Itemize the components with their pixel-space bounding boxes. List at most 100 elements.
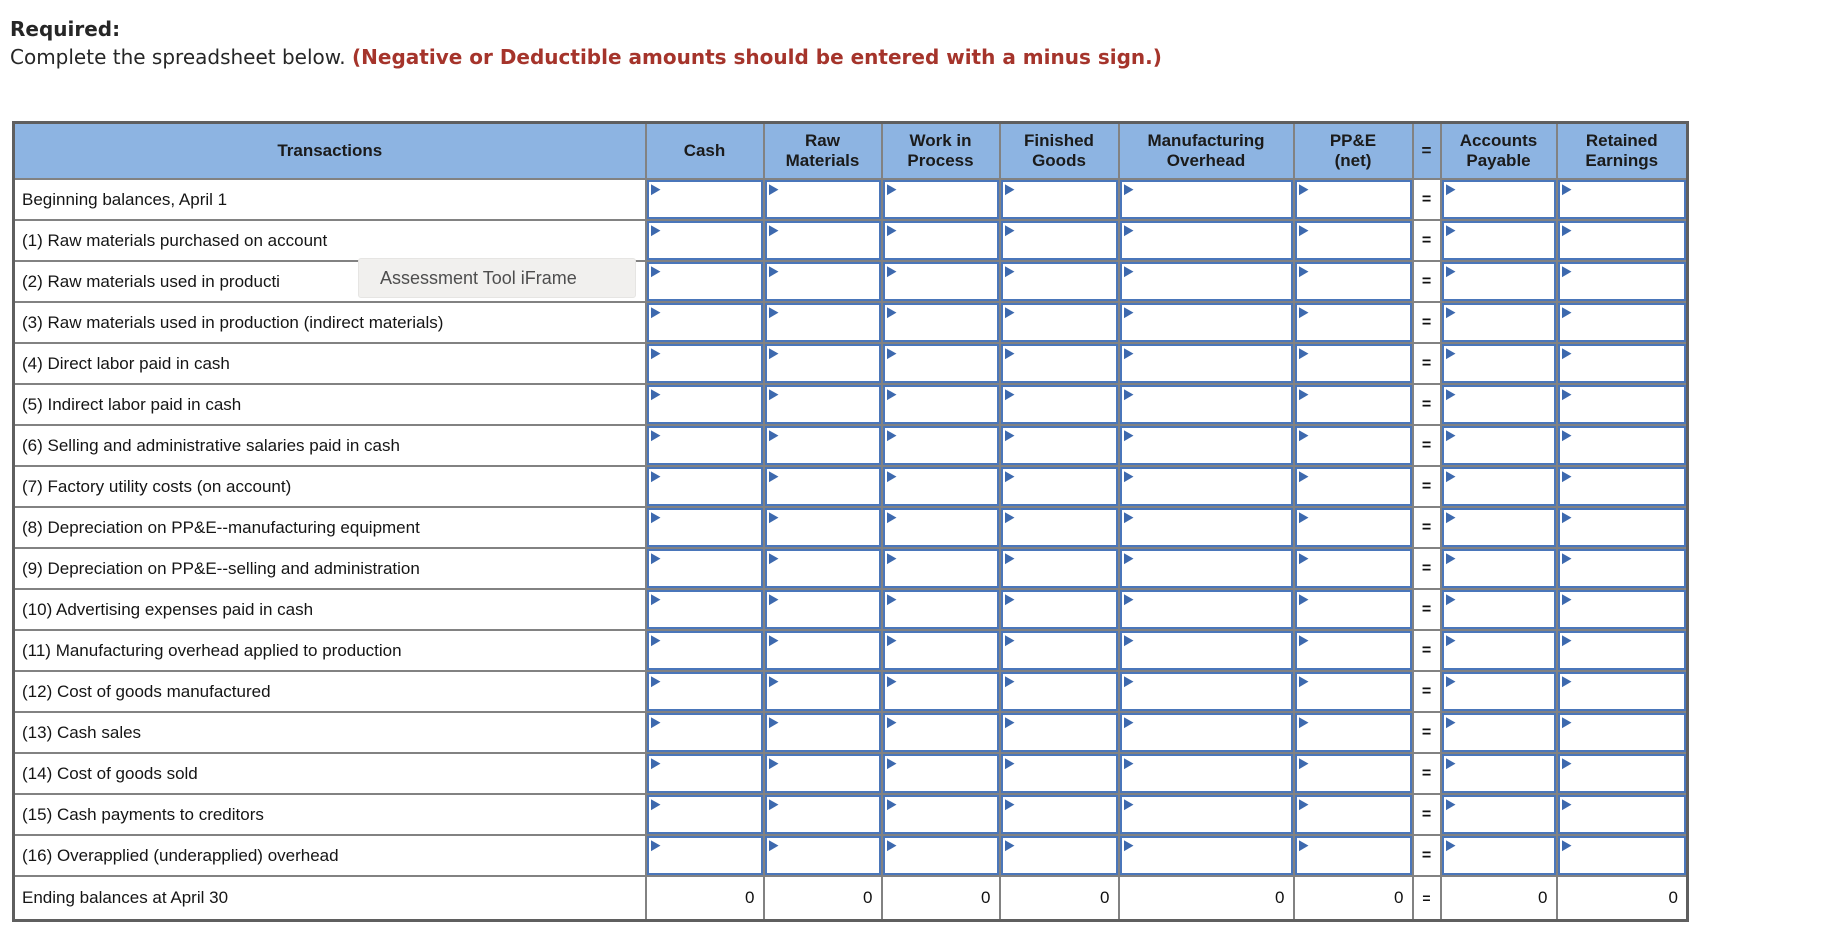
input-cell-finished-goods[interactable] (998, 670, 1120, 713)
cell-input-field[interactable] (764, 836, 881, 875)
input-cell-accounts-payable[interactable] (1439, 178, 1558, 221)
input-cell-cash[interactable] (644, 834, 765, 877)
input-cell-raw-materials[interactable] (762, 506, 883, 549)
cell-input-field[interactable] (882, 508, 999, 547)
cell-input-field[interactable] (646, 590, 763, 629)
cell-input-field[interactable] (764, 221, 881, 260)
cell-input-field[interactable] (764, 795, 881, 834)
cell-input-field[interactable] (882, 672, 999, 711)
cell-input-field[interactable] (1000, 590, 1118, 629)
cell-input-field[interactable] (764, 385, 881, 424)
input-cell-manufacturing-overhead[interactable] (1117, 834, 1295, 877)
input-cell-raw-materials[interactable] (762, 629, 883, 672)
input-cell-work-in-process[interactable] (880, 342, 1001, 385)
cell-input-field[interactable] (882, 754, 999, 793)
cell-input-field[interactable] (764, 180, 881, 219)
input-cell-finished-goods[interactable] (998, 465, 1120, 508)
cell-input-field[interactable] (882, 549, 999, 588)
input-cell-accounts-payable[interactable] (1439, 834, 1558, 877)
input-cell-retained-earnings[interactable] (1555, 219, 1689, 262)
input-cell-work-in-process[interactable] (880, 301, 1001, 344)
cell-input-field[interactable] (764, 590, 881, 629)
cell-input-field[interactable] (882, 180, 999, 219)
input-cell-retained-earnings[interactable] (1555, 424, 1689, 467)
input-cell-manufacturing-overhead[interactable] (1117, 629, 1295, 672)
cell-input-field[interactable] (1557, 672, 1686, 711)
cell-input-field[interactable] (1294, 303, 1412, 342)
input-cell-raw-materials[interactable] (762, 588, 883, 631)
input-cell-ppe-net[interactable] (1292, 547, 1414, 590)
cell-input-field[interactable] (1119, 795, 1293, 834)
cell-input-field[interactable] (882, 795, 999, 834)
cell-input-field[interactable] (764, 426, 881, 465)
input-cell-accounts-payable[interactable] (1439, 342, 1558, 385)
cell-input-field[interactable] (1000, 549, 1118, 588)
cell-input-field[interactable] (1557, 385, 1686, 424)
cell-input-field[interactable] (1119, 631, 1293, 670)
input-cell-work-in-process[interactable] (880, 629, 1001, 672)
input-cell-raw-materials[interactable] (762, 424, 883, 467)
input-cell-finished-goods[interactable] (998, 383, 1120, 426)
cell-input-field[interactable] (1000, 262, 1118, 301)
input-cell-retained-earnings[interactable] (1555, 178, 1689, 221)
cell-input-field[interactable] (1119, 344, 1293, 383)
cell-input-field[interactable] (1441, 303, 1556, 342)
input-cell-finished-goods[interactable] (998, 506, 1120, 549)
input-cell-finished-goods[interactable] (998, 301, 1120, 344)
cell-input-field[interactable] (1119, 508, 1293, 547)
cell-input-field[interactable] (1557, 303, 1686, 342)
cell-input-field[interactable] (1557, 590, 1686, 629)
input-cell-retained-earnings[interactable] (1555, 465, 1689, 508)
input-cell-ppe-net[interactable] (1292, 711, 1414, 754)
input-cell-retained-earnings[interactable] (1555, 260, 1689, 303)
input-cell-cash[interactable] (644, 629, 765, 672)
cell-input-field[interactable] (646, 180, 763, 219)
cell-input-field[interactable] (1557, 795, 1686, 834)
cell-input-field[interactable] (1119, 754, 1293, 793)
input-cell-cash[interactable] (644, 711, 765, 754)
cell-input-field[interactable] (1294, 221, 1412, 260)
input-cell-ppe-net[interactable] (1292, 793, 1414, 836)
input-cell-work-in-process[interactable] (880, 670, 1001, 713)
input-cell-cash[interactable] (644, 465, 765, 508)
input-cell-manufacturing-overhead[interactable] (1117, 793, 1295, 836)
cell-input-field[interactable] (1557, 754, 1686, 793)
input-cell-accounts-payable[interactable] (1439, 752, 1558, 795)
cell-input-field[interactable] (1119, 713, 1293, 752)
cell-input-field[interactable] (882, 426, 999, 465)
cell-input-field[interactable] (1294, 508, 1412, 547)
cell-input-field[interactable] (1557, 180, 1686, 219)
input-cell-manufacturing-overhead[interactable] (1117, 752, 1295, 795)
input-cell-retained-earnings[interactable] (1555, 670, 1689, 713)
cell-input-field[interactable] (1294, 590, 1412, 629)
input-cell-work-in-process[interactable] (880, 834, 1001, 877)
input-cell-raw-materials[interactable] (762, 260, 883, 303)
input-cell-work-in-process[interactable] (880, 178, 1001, 221)
input-cell-accounts-payable[interactable] (1439, 219, 1558, 262)
input-cell-work-in-process[interactable] (880, 711, 1001, 754)
input-cell-manufacturing-overhead[interactable] (1117, 547, 1295, 590)
input-cell-cash[interactable] (644, 301, 765, 344)
cell-input-field[interactable] (1441, 508, 1556, 547)
cell-input-field[interactable] (1000, 672, 1118, 711)
cell-input-field[interactable] (882, 221, 999, 260)
cell-input-field[interactable] (1119, 221, 1293, 260)
input-cell-cash[interactable] (644, 506, 765, 549)
cell-input-field[interactable] (1000, 631, 1118, 670)
input-cell-finished-goods[interactable] (998, 219, 1120, 262)
cell-input-field[interactable] (1294, 467, 1412, 506)
cell-input-field[interactable] (1441, 344, 1556, 383)
input-cell-retained-earnings[interactable] (1555, 752, 1689, 795)
cell-input-field[interactable] (1441, 590, 1556, 629)
cell-input-field[interactable] (764, 467, 881, 506)
cell-input-field[interactable] (1000, 467, 1118, 506)
cell-input-field[interactable] (764, 549, 881, 588)
input-cell-raw-materials[interactable] (762, 301, 883, 344)
cell-input-field[interactable] (1294, 385, 1412, 424)
input-cell-raw-materials[interactable] (762, 178, 883, 221)
input-cell-manufacturing-overhead[interactable] (1117, 178, 1295, 221)
input-cell-retained-earnings[interactable] (1555, 588, 1689, 631)
cell-input-field[interactable] (1000, 713, 1118, 752)
input-cell-cash[interactable] (644, 670, 765, 713)
input-cell-retained-earnings[interactable] (1555, 301, 1689, 344)
